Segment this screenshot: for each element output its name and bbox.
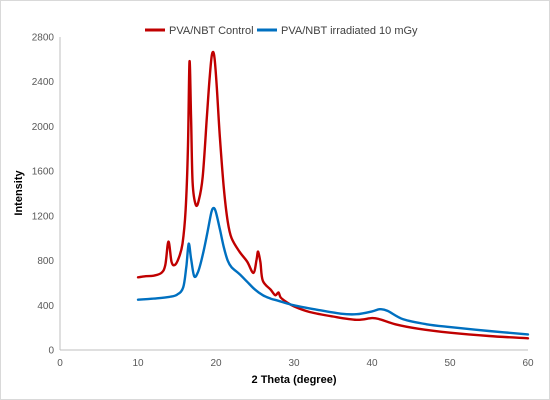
x-tick-label: 20 — [210, 358, 222, 369]
x-tick-label: 10 — [132, 358, 144, 369]
y-tick-label: 1600 — [32, 167, 55, 178]
x-tick-label: 50 — [444, 358, 456, 369]
y-tick-label: 2000 — [32, 122, 55, 133]
x-tick-label: 30 — [288, 358, 300, 369]
axes — [59, 37, 528, 351]
y-tick-label: 2400 — [32, 77, 55, 88]
legend-label-irradiated: PVA/NBT irradiated 10 mGy — [281, 25, 418, 37]
x-tick-labels: 0 10 20 30 40 50 60 — [57, 358, 534, 369]
y-axis-title: Intensity — [13, 170, 25, 216]
x-tick-label: 40 — [366, 358, 378, 369]
series-line-irradiated — [136, 206, 530, 336]
y-tick-label: 800 — [37, 256, 54, 267]
series-line-control — [136, 50, 530, 340]
y-tick-label: 0 — [48, 346, 54, 357]
x-tick-label: 60 — [522, 358, 534, 369]
y-tick-label: 2800 — [32, 33, 55, 44]
legend: PVA/NBT Control PVA/NBT irradiated 10 mG… — [145, 25, 418, 37]
legend-label-control: PVA/NBT Control — [169, 25, 254, 37]
y-tick-label: 1200 — [32, 211, 55, 222]
y-tick-labels: 0 400 800 1200 1600 2000 2400 2800 — [32, 33, 55, 357]
y-tick-label: 400 — [37, 301, 54, 312]
x-axis-title: 2 Theta (degree) — [252, 374, 337, 386]
x-tick-label: 0 — [57, 358, 63, 369]
series-lines — [136, 50, 530, 340]
